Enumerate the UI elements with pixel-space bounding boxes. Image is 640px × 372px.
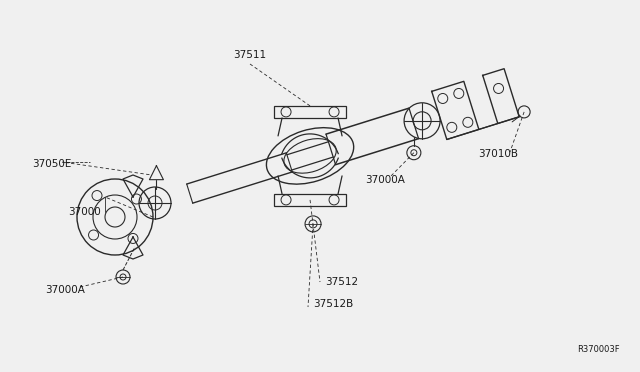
Bar xyxy=(274,106,346,118)
Text: 37511: 37511 xyxy=(234,50,267,60)
Text: 37000A: 37000A xyxy=(365,175,405,185)
Text: 37512: 37512 xyxy=(325,277,358,287)
Text: 37000A: 37000A xyxy=(45,285,85,295)
Text: 37050E: 37050E xyxy=(32,159,72,169)
Text: R370003F: R370003F xyxy=(577,345,620,354)
Text: 37000: 37000 xyxy=(68,207,100,217)
Text: 37010B: 37010B xyxy=(478,149,518,159)
Text: 37512B: 37512B xyxy=(313,299,353,309)
Bar xyxy=(274,194,346,206)
